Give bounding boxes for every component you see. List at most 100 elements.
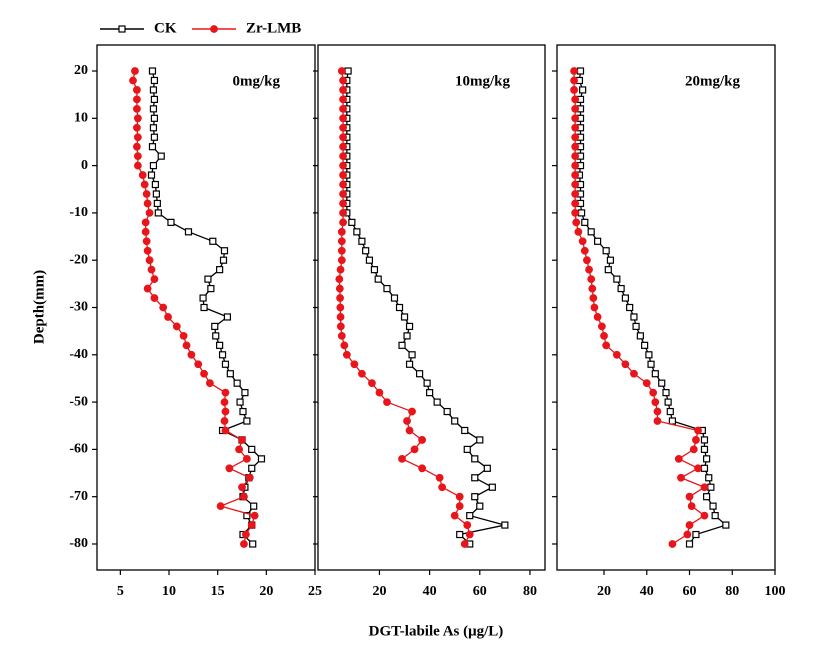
marker	[613, 275, 621, 283]
marker	[410, 445, 419, 454]
marker	[700, 436, 709, 444]
marker	[488, 483, 496, 491]
marker	[149, 124, 158, 132]
marker	[604, 266, 612, 274]
x-tick-label: 80	[523, 584, 537, 599]
marker	[653, 417, 662, 425]
marker	[118, 25, 126, 33]
marker	[602, 247, 610, 255]
marker	[247, 521, 256, 529]
marker	[685, 492, 694, 501]
marker	[142, 190, 151, 198]
x-tick-label: 20	[597, 584, 611, 599]
marker	[248, 445, 256, 453]
marker	[398, 341, 406, 349]
marker	[149, 162, 158, 170]
marker	[423, 379, 431, 387]
marker	[589, 294, 598, 302]
marker	[245, 473, 254, 482]
marker	[148, 67, 157, 75]
y-tick-label: 20	[74, 63, 88, 78]
marker	[339, 199, 347, 208]
marker	[133, 142, 141, 151]
marker	[205, 379, 214, 388]
marker	[133, 86, 141, 94]
marker	[645, 351, 653, 359]
marker	[152, 190, 160, 198]
y-tick-label: -70	[69, 489, 88, 504]
marker	[236, 398, 244, 406]
marker	[337, 256, 346, 265]
marker	[140, 180, 149, 189]
marker	[674, 454, 683, 463]
marker	[395, 303, 404, 312]
marker	[578, 237, 587, 246]
x-axis-label: DGT-labile As (μg/L)	[369, 623, 504, 639]
marker	[463, 521, 472, 529]
marker	[194, 360, 203, 369]
marker	[220, 417, 229, 425]
marker	[143, 246, 152, 255]
marker	[630, 369, 638, 378]
marker	[133, 152, 142, 161]
marker	[597, 322, 606, 331]
marker	[403, 332, 411, 340]
marker	[400, 313, 409, 321]
marker	[588, 284, 597, 293]
marker	[350, 360, 359, 369]
marker	[476, 502, 484, 510]
marker	[571, 104, 580, 113]
marker	[403, 417, 411, 425]
marker	[187, 350, 196, 359]
marker	[456, 530, 464, 539]
marker	[235, 445, 243, 454]
marker	[398, 454, 406, 463]
marker	[172, 322, 181, 331]
y-tick-label: -60	[69, 442, 88, 457]
marker	[216, 266, 224, 274]
panel-label: 20mg/kg	[685, 73, 741, 89]
marker	[339, 95, 347, 104]
marker	[418, 464, 426, 473]
marker	[204, 275, 212, 283]
marker	[692, 530, 700, 539]
marker	[223, 313, 232, 321]
y-tick-label: -20	[69, 252, 88, 267]
marker	[182, 341, 191, 350]
marker	[571, 114, 580, 123]
marker	[476, 436, 484, 444]
marker	[141, 227, 150, 236]
marker	[683, 530, 692, 539]
marker	[344, 67, 352, 75]
marker	[150, 114, 159, 122]
marker	[450, 511, 459, 520]
marker	[150, 133, 159, 141]
marker	[150, 95, 159, 103]
marker	[353, 228, 361, 236]
marker	[226, 370, 234, 378]
marker	[221, 360, 230, 368]
y-tick-label: 10	[74, 111, 88, 126]
marker	[471, 455, 479, 463]
marker	[383, 284, 391, 293]
marker	[157, 152, 165, 160]
x-tick-label: 25	[308, 584, 322, 599]
marker	[460, 540, 469, 548]
marker	[587, 228, 595, 236]
marker	[666, 407, 674, 416]
marker	[339, 104, 347, 113]
marker	[455, 502, 464, 511]
marker	[570, 86, 578, 94]
marker	[339, 86, 347, 94]
marker	[339, 218, 347, 227]
marker	[483, 464, 491, 472]
marker	[348, 218, 356, 226]
marker	[435, 473, 444, 482]
x-tick-label: 5	[117, 584, 124, 599]
marker	[685, 521, 694, 529]
marker	[239, 407, 247, 416]
marker	[571, 180, 580, 189]
marker	[154, 209, 162, 217]
marker	[340, 341, 349, 350]
x-tick-label: 100	[765, 584, 786, 599]
